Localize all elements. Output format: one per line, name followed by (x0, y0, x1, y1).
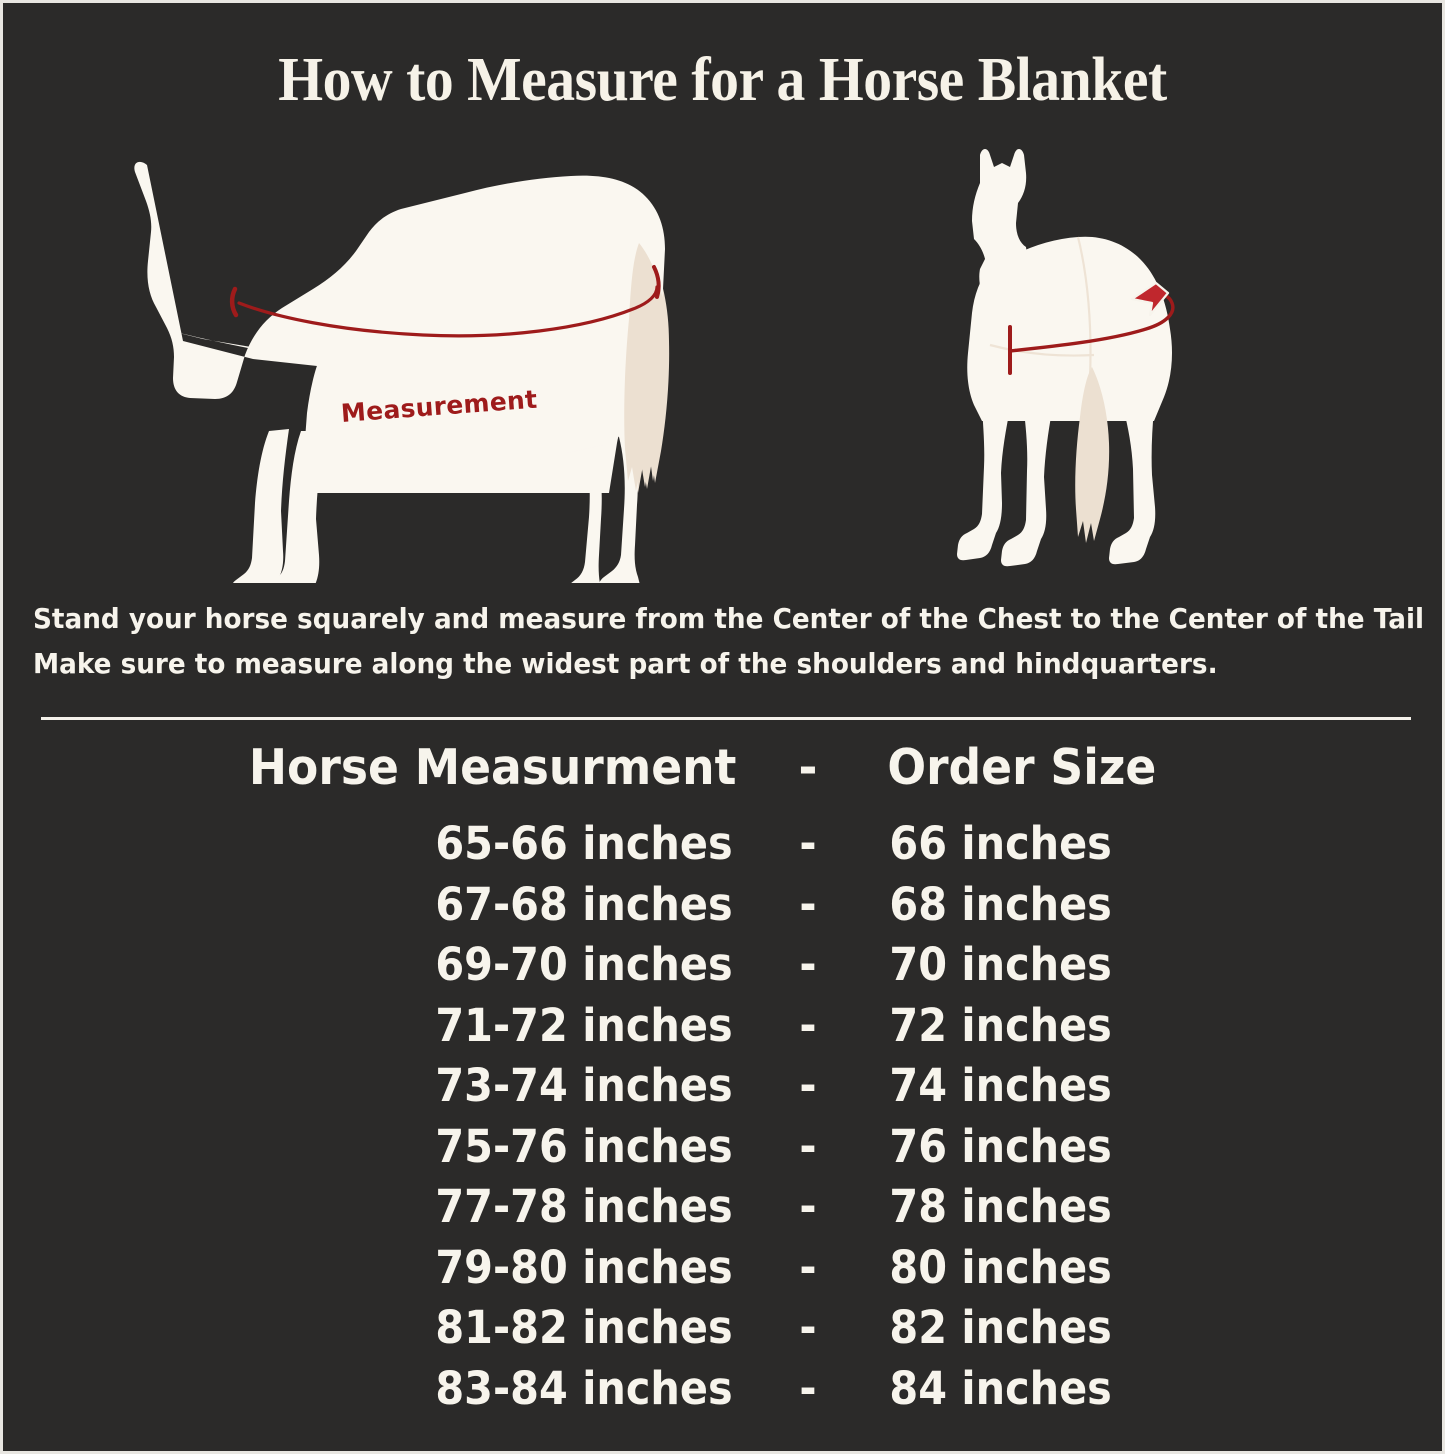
table-row: 83-84 inches - 84 inches (3, 1361, 1442, 1423)
horse-side-view-illustration (63, 131, 703, 583)
section-divider (41, 717, 1411, 720)
measuring-instructions: Stand your horse squarely and measure fr… (33, 597, 1425, 687)
table-row: 79-80 inches - 80 inches (3, 1240, 1442, 1302)
table-row: 77-78 inches - 78 inches (3, 1180, 1442, 1241)
table-row: 75-76 inches - 76 inches (3, 1119, 1442, 1181)
table-row: 73-74 inches - 74 inches (3, 1059, 1442, 1120)
page-title: How to Measure for a Horse Blanket (278, 46, 1167, 114)
cell-dash: - (799, 938, 817, 991)
cell-order-size: 80 inches (889, 1240, 1112, 1294)
cell-order-size: 74 inches (889, 1059, 1112, 1112)
table-row: 71-72 inches - 72 inches (3, 998, 1442, 1060)
cell-order-size: 68 inches (889, 877, 1112, 931)
cell-measurement: 79-80 inches (435, 1240, 733, 1294)
cell-measurement: 71-72 inches (435, 998, 733, 1052)
cell-measurement: 83-84 inches (435, 1361, 733, 1415)
header-dash: - (798, 739, 818, 796)
cell-measurement: 65-66 inches (435, 817, 733, 870)
table-header-row: Horse Measurment - Order Size (3, 739, 1442, 817)
cell-dash: - (799, 1361, 817, 1415)
cell-dash: - (799, 998, 817, 1052)
header-order-size: Order Size (887, 739, 1157, 796)
cell-measurement: 67-68 inches (435, 877, 733, 931)
cell-order-size: 76 inches (889, 1119, 1112, 1173)
cell-dash: - (799, 1240, 817, 1294)
cell-dash: - (799, 1301, 817, 1354)
cell-order-size: 66 inches (889, 817, 1112, 870)
cell-dash: - (799, 877, 817, 931)
table-row: 67-68 inches - 68 inches (3, 877, 1442, 939)
instruction-line-1: Stand your horse squarely and measure fr… (33, 603, 1425, 635)
cell-order-size: 72 inches (889, 998, 1112, 1052)
cell-measurement: 69-70 inches (435, 938, 733, 991)
cell-dash: - (799, 1180, 817, 1233)
cell-measurement: 75-76 inches (435, 1119, 733, 1173)
size-conversion-table: Horse Measurment - Order Size 65-66 inch… (3, 739, 1442, 1423)
cell-measurement: 73-74 inches (435, 1059, 733, 1112)
table-row: 69-70 inches - 70 inches (3, 938, 1442, 999)
table-row: 81-82 inches - 82 inches (3, 1301, 1442, 1362)
cell-dash: - (799, 1119, 817, 1173)
cell-dash: - (799, 817, 817, 870)
horse-rear-view-illustration (928, 137, 1218, 577)
instruction-line-2: Make sure to measure along the widest pa… (33, 648, 1218, 680)
cell-order-size: 82 inches (889, 1301, 1112, 1354)
cell-dash: - (799, 1059, 817, 1112)
illustration-band: Measurement (3, 131, 1442, 583)
cell-measurement: 81-82 inches (435, 1301, 733, 1354)
table-row: 65-66 inches - 66 inches (3, 817, 1442, 878)
cell-order-size: 70 inches (889, 938, 1112, 991)
cell-measurement: 77-78 inches (435, 1180, 733, 1233)
cell-order-size: 78 inches (889, 1180, 1112, 1233)
cell-order-size: 84 inches (889, 1361, 1112, 1415)
header-horse-measurement: Horse Measurment (248, 739, 737, 796)
